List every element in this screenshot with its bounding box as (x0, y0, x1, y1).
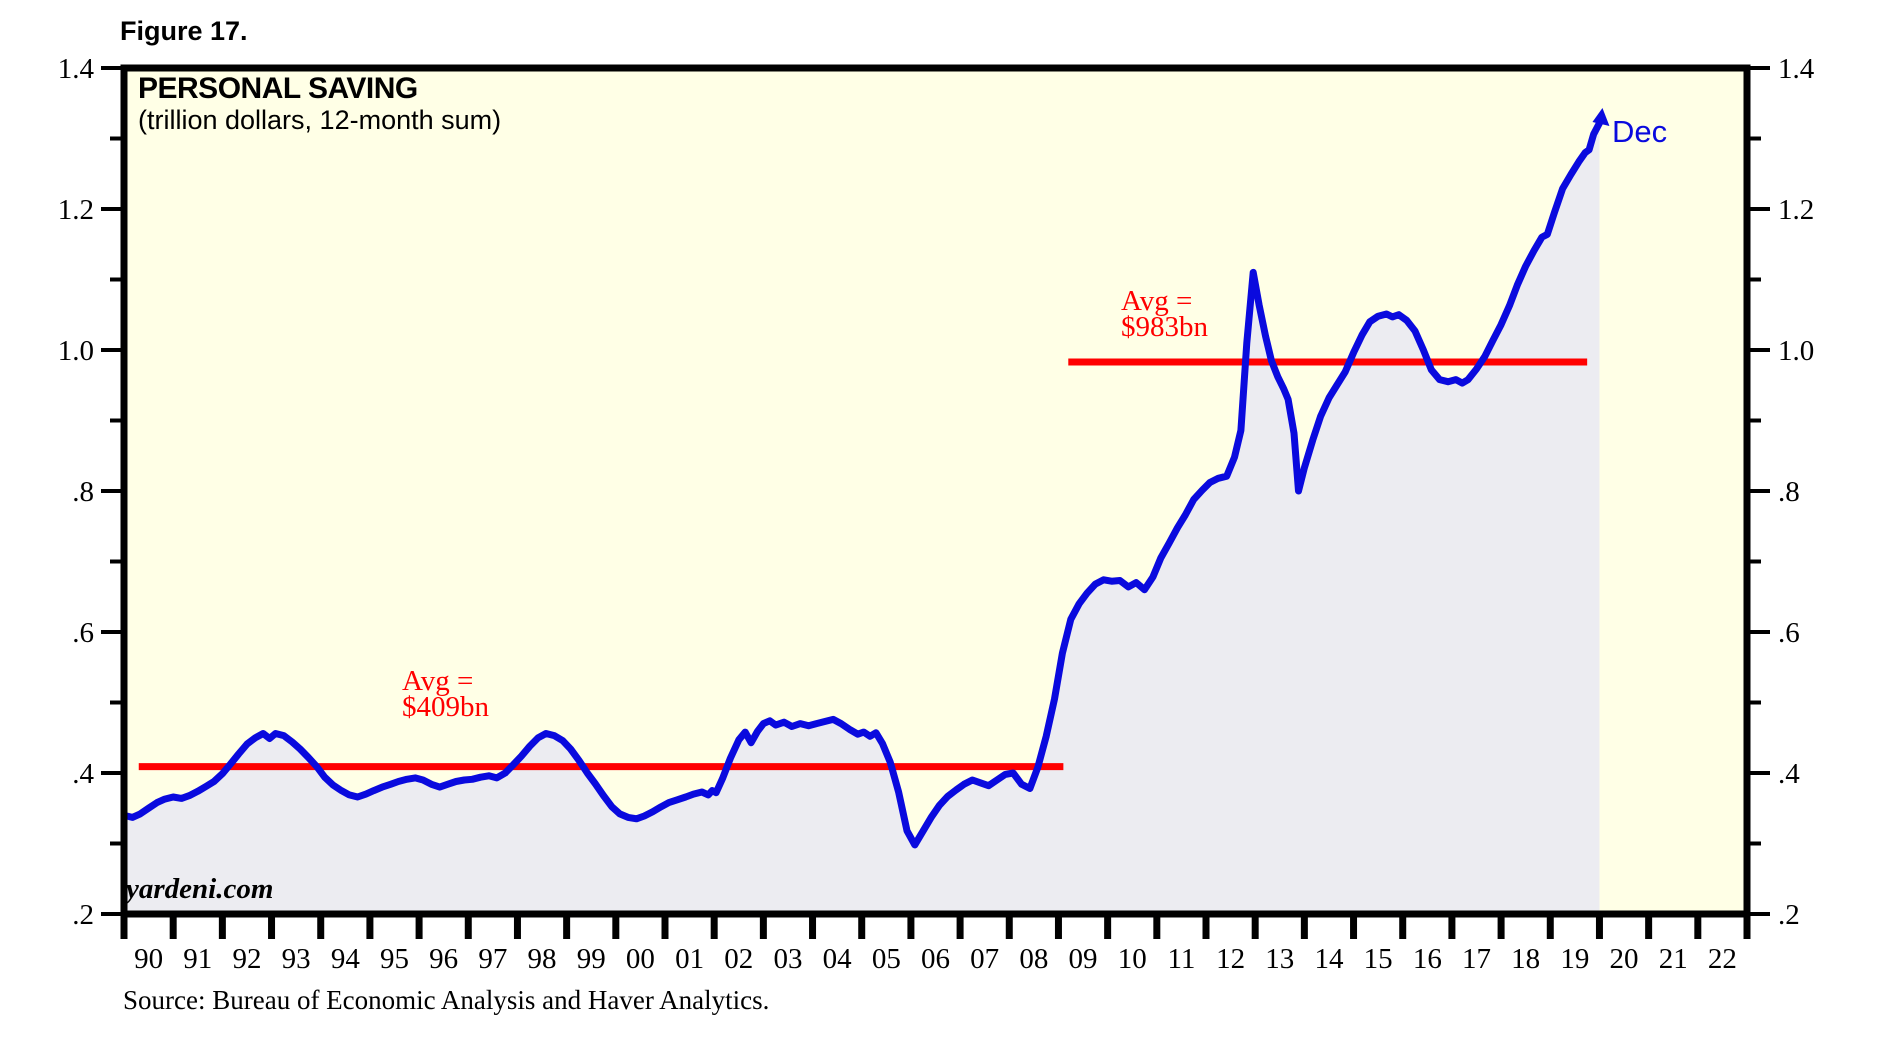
x-tick-label: 06 (921, 943, 950, 975)
x-tick-label: 95 (380, 943, 409, 975)
x-tick-label: 96 (429, 943, 458, 975)
x-tick-label: 97 (478, 943, 507, 975)
source-note: Source: Bureau of Economic Analysis and … (123, 985, 770, 1015)
y-tick-label-right: 1.4 (1778, 53, 1815, 85)
x-tick-label: 99 (577, 943, 606, 975)
plot-frame (120, 64, 1751, 918)
avg2-line1: Avg = (1121, 285, 1193, 317)
avg-annotation-409bn: Avg = $409bn (402, 665, 489, 723)
y-tick-label-right: .6 (1778, 617, 1800, 649)
y-tick-label-right: .8 (1778, 476, 1800, 508)
x-tick-label: 20 (1610, 943, 1639, 975)
x-tick-label: 02 (724, 943, 753, 975)
avg-annotation-983bn: Avg = $983bn (1121, 285, 1208, 343)
avg2-line2: $983bn (1121, 311, 1208, 343)
figure-label: Figure 17. (120, 16, 248, 46)
x-tick-label: 03 (773, 943, 802, 975)
x-tick-label: 92 (232, 943, 261, 975)
x-tick-label: 16 (1413, 943, 1442, 975)
y-tick-label-left: .4 (72, 758, 94, 790)
x-tick-label: 04 (823, 943, 853, 975)
area-fill (124, 123, 1600, 914)
chart-title: PERSONAL SAVING (138, 72, 418, 105)
chart-subtitle: (trillion dollars, 12-month sum) (138, 105, 502, 135)
y-tick-label-left: 1.0 (58, 335, 94, 367)
latest-point-label: Dec (1612, 114, 1668, 149)
avg1-line1: Avg = (402, 665, 474, 697)
x-tick-label: 93 (282, 943, 311, 975)
y-tick-label-right: 1.0 (1778, 335, 1814, 367)
series-line (120, 119, 1603, 849)
y-tick-label-left: .2 (72, 899, 94, 931)
x-tick-label: 11 (1167, 943, 1195, 975)
x-tick-label: 22 (1708, 943, 1737, 975)
x-tick-label: 12 (1216, 943, 1245, 975)
watermark-yardeni: yardeni.com (126, 873, 274, 905)
x-tick-label: 08 (1019, 943, 1048, 975)
y-tick-label-left: .8 (72, 476, 94, 508)
x-tick-label: 09 (1069, 943, 1098, 975)
x-tick-label: 94 (331, 943, 361, 975)
x-tick-label: 01 (675, 943, 704, 975)
x-tick-label: 18 (1511, 943, 1540, 975)
x-tick-label: 98 (528, 943, 557, 975)
x-tick-label: 91 (183, 943, 212, 975)
y-tick-label-left: .6 (72, 617, 94, 649)
y-tick-label-right: .2 (1778, 899, 1800, 931)
x-tick-label: 90 (134, 943, 163, 975)
x-tick-label: 21 (1659, 943, 1688, 975)
y-tick-label-right: .4 (1778, 758, 1800, 790)
x-tick-label: 07 (970, 943, 999, 975)
x-tick-label: 19 (1560, 943, 1589, 975)
y-tick-label-left: 1.4 (58, 53, 95, 85)
y-tick-label-left: 1.2 (58, 194, 94, 226)
x-tick-label: 17 (1462, 943, 1491, 975)
x-tick-label: 00 (626, 943, 655, 975)
y-tick-label-right: 1.2 (1778, 194, 1814, 226)
x-tick-label: 05 (872, 943, 901, 975)
x-tick-label: 13 (1265, 943, 1294, 975)
avg1-line2: $409bn (402, 691, 489, 723)
line-end-arrow (1592, 107, 1610, 126)
x-tick-label: 10 (1118, 943, 1147, 975)
x-tick-label: 15 (1364, 943, 1393, 975)
x-tick-label: 14 (1314, 943, 1344, 975)
